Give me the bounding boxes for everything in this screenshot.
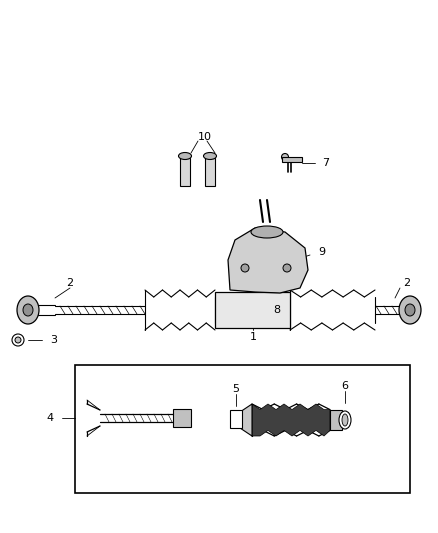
Ellipse shape bbox=[241, 264, 249, 272]
Bar bbox=[75, 365, 410, 493]
Polygon shape bbox=[228, 228, 308, 293]
Text: 8: 8 bbox=[273, 305, 280, 315]
Text: 9: 9 bbox=[318, 247, 325, 257]
Text: 10: 10 bbox=[198, 132, 212, 142]
Bar bbox=[230, 410, 242, 428]
Ellipse shape bbox=[23, 304, 33, 316]
Ellipse shape bbox=[251, 226, 283, 238]
Ellipse shape bbox=[405, 304, 415, 316]
Ellipse shape bbox=[339, 411, 351, 429]
Text: 5: 5 bbox=[233, 384, 240, 394]
Ellipse shape bbox=[17, 296, 39, 324]
Text: 7: 7 bbox=[322, 158, 329, 168]
Bar bbox=[180, 158, 190, 186]
Polygon shape bbox=[240, 404, 252, 436]
Text: 1: 1 bbox=[250, 332, 257, 342]
Bar bbox=[205, 158, 215, 186]
Bar bbox=[330, 410, 342, 430]
Text: 2: 2 bbox=[67, 278, 74, 288]
Ellipse shape bbox=[283, 264, 291, 272]
Text: 4: 4 bbox=[47, 413, 54, 423]
Text: 6: 6 bbox=[342, 381, 349, 391]
Polygon shape bbox=[252, 404, 330, 436]
Bar bbox=[282, 157, 302, 162]
Ellipse shape bbox=[342, 414, 348, 426]
Ellipse shape bbox=[399, 296, 421, 324]
Text: 2: 2 bbox=[403, 278, 410, 288]
Ellipse shape bbox=[204, 152, 216, 159]
Bar bbox=[215, 292, 290, 328]
Text: 3: 3 bbox=[50, 335, 57, 345]
Ellipse shape bbox=[12, 334, 24, 346]
Ellipse shape bbox=[15, 337, 21, 343]
Ellipse shape bbox=[179, 152, 191, 159]
Ellipse shape bbox=[282, 154, 289, 160]
Bar bbox=[173, 409, 191, 427]
